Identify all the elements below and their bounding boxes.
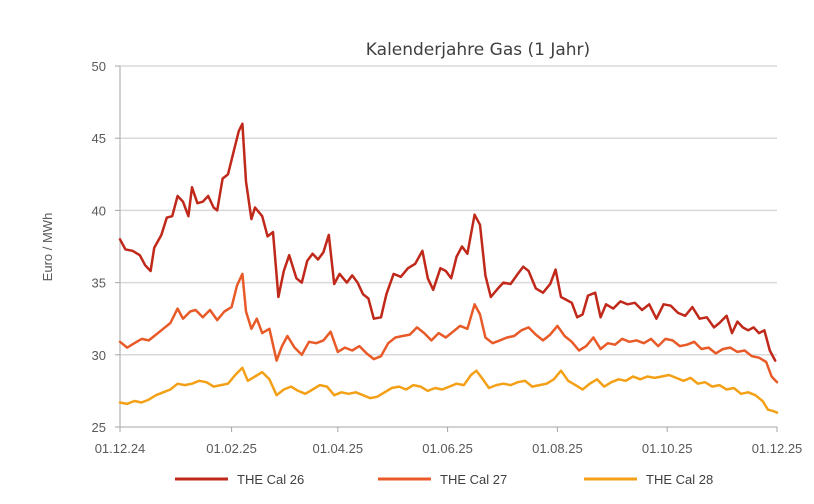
x-tick-label: 01.10.25 (642, 441, 693, 456)
legend-label: THE Cal 28 (646, 472, 713, 487)
x-tick-label: 01.06.25 (422, 441, 473, 456)
series-line-2 (118, 272, 779, 384)
x-tick-label: 01.12.25 (752, 441, 803, 456)
legend: THE Cal 26 THE Cal 27 THE Cal 28 (175, 472, 713, 487)
y-tick-label: 35 (92, 276, 106, 291)
x-tick-label: 01.08.25 (532, 441, 583, 456)
y-tick-labels: 25 30 35 40 45 50 (92, 59, 120, 435)
series-lines (118, 122, 779, 414)
x-tick-labels: 01.12.24 01.02.25 01.04.25 01.06.25 01.08.25… (95, 427, 803, 456)
series-line-1 (118, 122, 777, 362)
y-axis-label: Euro / MWh (40, 213, 55, 282)
legend-label: THE Cal 26 (237, 472, 304, 487)
legend-label: THE Cal 27 (440, 472, 507, 487)
x-tick-label: 01.02.25 (206, 441, 257, 456)
x-tick-label: 01.12.24 (95, 441, 146, 456)
y-tick-label: 40 (92, 203, 106, 218)
y-tick-label: 30 (92, 348, 106, 363)
y-tick-label: 50 (92, 59, 106, 74)
grid-lines (120, 65, 777, 356)
series-line-3 (118, 366, 779, 414)
x-tick-label: 01.04.25 (312, 441, 363, 456)
chart-title: Kalenderjahre Gas (1 Jahr) (366, 40, 590, 60)
y-tick-label: 45 (92, 131, 106, 146)
y-tick-label: 25 (92, 420, 106, 435)
